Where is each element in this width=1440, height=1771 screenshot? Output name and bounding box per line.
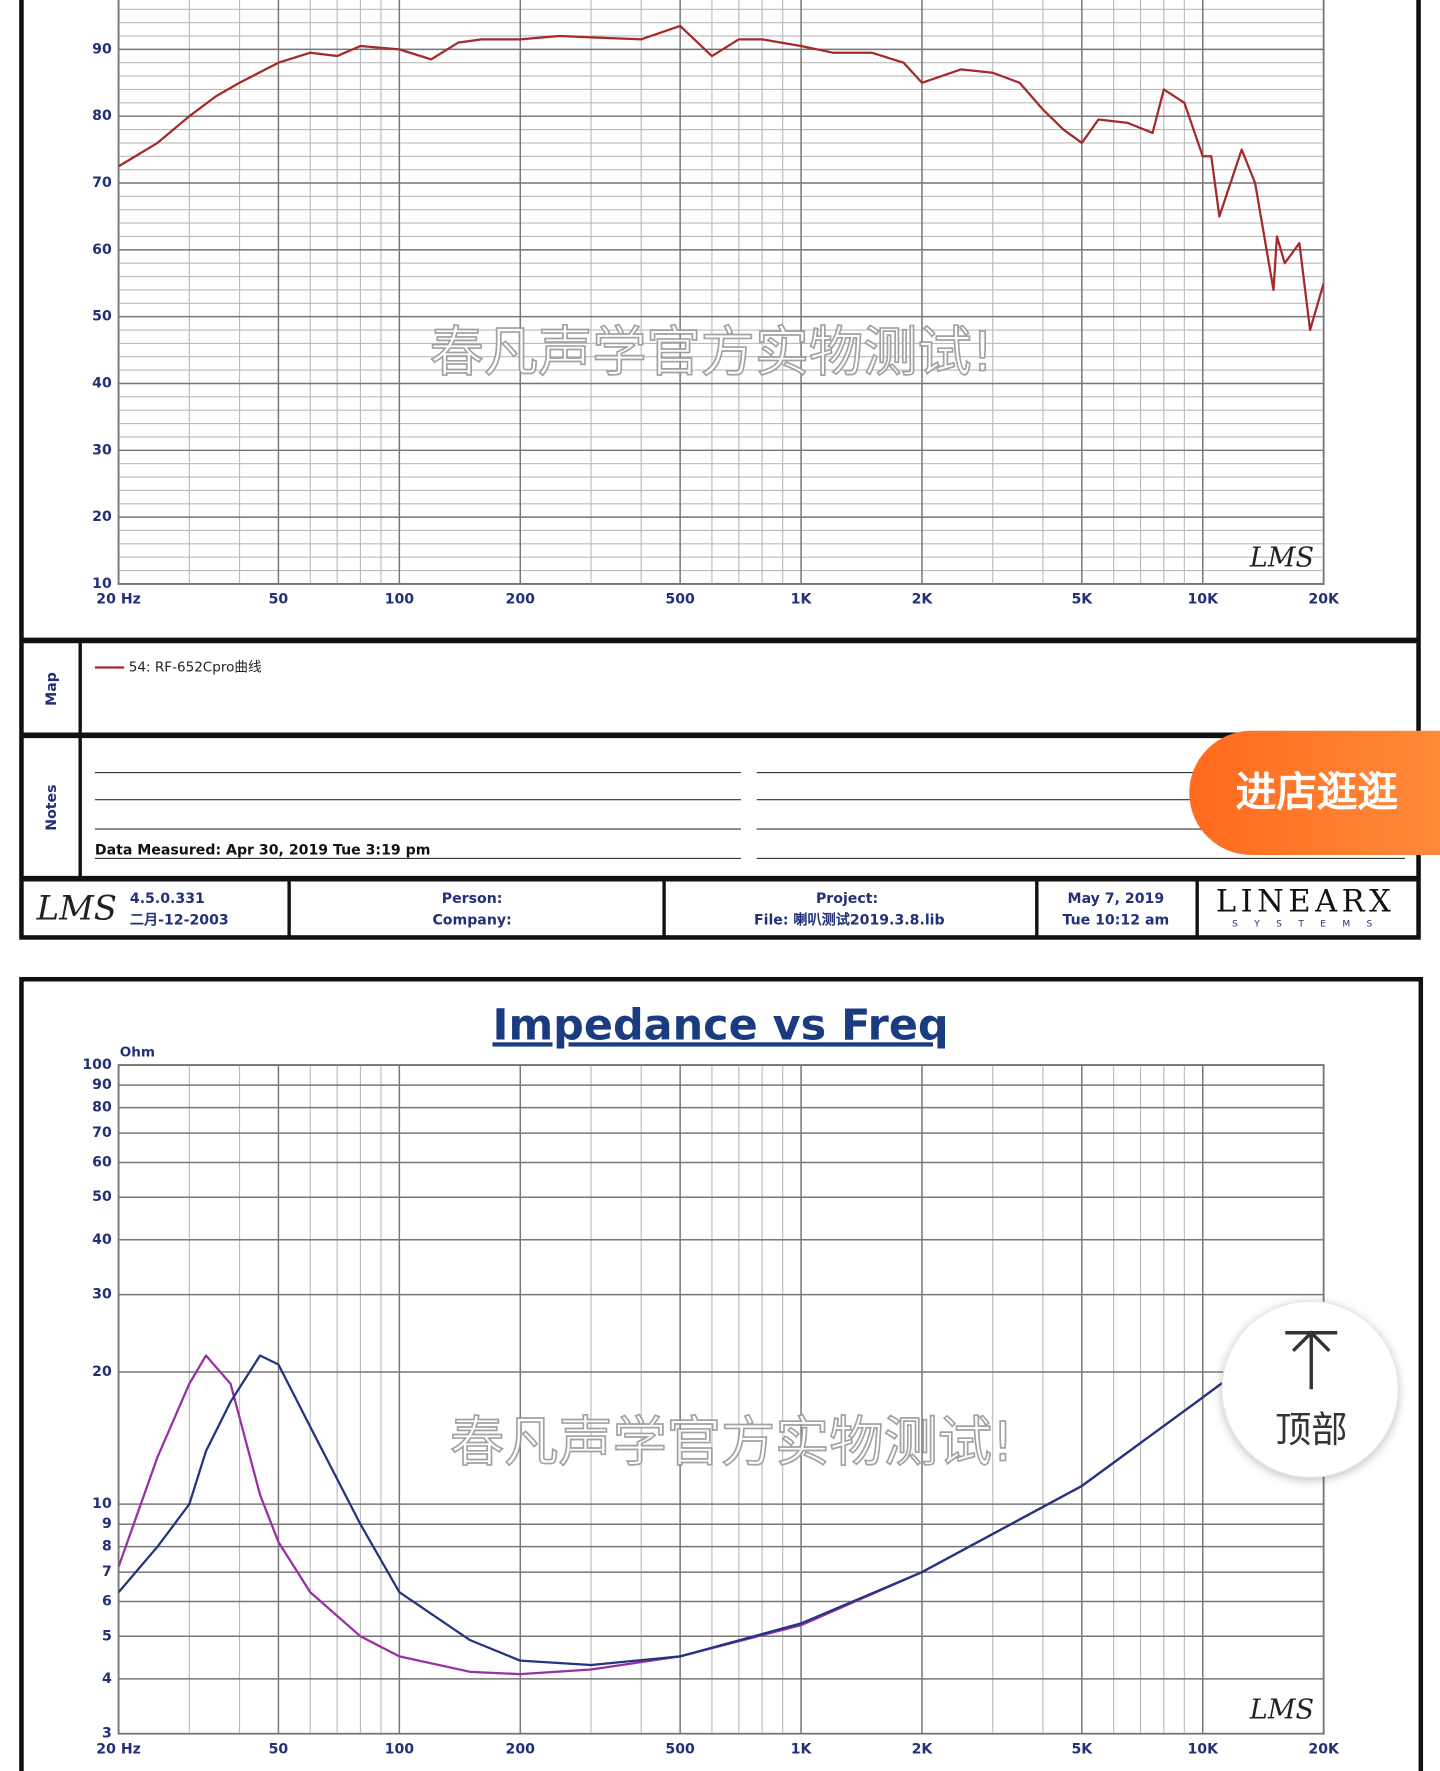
series-line — [118, 1306, 1324, 1667]
chart: 20 Hz 50 100 200 500 1K 2K 5K 10K 20K 10 20 30 40 50 60… — [92, 0, 1340, 608]
x-tick-label: 5K — [1071, 1742, 1093, 1758]
y-tick-label: 50 — [92, 1189, 112, 1205]
y-tick-label: 50 — [92, 309, 112, 325]
y-tick-label: 4 — [102, 1671, 112, 1687]
top-button-label[interactable]: 顶部 — [1275, 1408, 1347, 1451]
person: Person: — [442, 891, 503, 907]
x-tick-label: 200 — [506, 1742, 536, 1758]
y-tick-label: 80 — [92, 108, 112, 124]
y-tick-label: 5 — [102, 1628, 112, 1644]
x-tick-label: 20K — [1308, 1742, 1340, 1758]
y-tick-label: 9 — [102, 1516, 112, 1532]
chart: 20 Hz 50 100 200 500 1K 2K 5K 10K 20K 3 4 5 6 7 8 9 10 20 3… — [82, 1057, 1340, 1757]
x-tick-label: 20K — [1308, 592, 1340, 608]
time: Tue 10:12 am — [1063, 913, 1170, 929]
plot-area — [117, 1064, 1325, 1735]
x-tick-label: 10K — [1187, 1742, 1219, 1758]
y-tick-label: 70 — [92, 1125, 112, 1141]
x-tick-label: 500 — [665, 1742, 695, 1758]
x-tick-label: 100 — [385, 1742, 415, 1758]
y-tick-label: 100 — [82, 1057, 112, 1073]
lms-logo: LMS — [1249, 1695, 1314, 1726]
x-tick-label: 20 Hz — [96, 1742, 141, 1758]
x-tick-label: 100 — [385, 592, 415, 608]
brand-sub: S Y S T E M S — [1232, 919, 1379, 929]
y-tick-label: 30 — [92, 1287, 112, 1303]
y-tick-label: 60 — [92, 242, 112, 258]
shop-button-bg[interactable] — [1189, 730, 1440, 856]
y-tick-label: 80 — [92, 1100, 112, 1116]
y-tick-label: 20 — [92, 1364, 112, 1380]
map-label: Map — [44, 672, 60, 706]
series-line — [118, 24, 1324, 332]
top-arrow[interactable] — [1285, 1330, 1338, 1390]
measured-date: Data Measured: Apr 30, 2019 Tue 3:19 pm — [95, 842, 431, 858]
lms-logo: LMS — [1249, 543, 1314, 574]
watermark: 春凡声学官方实物测试! — [430, 320, 994, 383]
lms-logo: LMS — [36, 888, 117, 927]
y-tick-label: 30 — [92, 442, 112, 458]
shop-button-label[interactable]: 进店逛逛 — [1236, 768, 1399, 816]
watermark: 春凡声学官方实物测试! — [450, 1410, 1014, 1473]
footer-dividers — [287, 878, 1199, 938]
plot-area — [117, 0, 1325, 585]
legend-label: 54: RF-652Cpro曲线 — [129, 660, 262, 676]
company: Company: — [432, 913, 511, 929]
y-tick-label: 7 — [102, 1564, 112, 1580]
date: May 7, 2019 — [1068, 891, 1165, 907]
x-tick-label: 500 — [665, 592, 695, 608]
x-tick-label: 1K — [791, 1742, 813, 1758]
x-tick-label: 50 — [269, 592, 289, 608]
x-tick-label: 10K — [1187, 592, 1219, 608]
y-tick-label: 3 — [102, 1726, 112, 1742]
top-button[interactable]: 顶部 — [1221, 1300, 1399, 1478]
x-tick-label: 2K — [912, 592, 934, 608]
y-tick-label: 40 — [92, 375, 112, 391]
notes-label: Notes — [44, 784, 60, 830]
y-tick-label: 6 — [102, 1594, 112, 1610]
y-tick-label: 40 — [92, 1232, 112, 1248]
y-tick-label: 90 — [92, 1077, 112, 1093]
x-tick-label: 1K — [791, 592, 813, 608]
build-date: 二月-12-2003 — [130, 913, 229, 929]
y-axis-unit: Ohm — [120, 1045, 155, 1061]
x-tick-label: 200 — [506, 592, 536, 608]
project: Project: — [816, 891, 878, 907]
shop-button[interactable]: 进店逛逛 — [1189, 730, 1440, 856]
y-tick-label: 20 — [92, 509, 112, 525]
y-tick-label: 10 — [92, 576, 112, 592]
file: File: 喇叭测试2019.3.8.lib — [754, 912, 945, 929]
x-tick-label: 2K — [912, 1742, 934, 1758]
version: 4.5.0.331 — [130, 891, 205, 907]
x-tick-label: 5K — [1071, 592, 1093, 608]
y-tick-label: 60 — [92, 1154, 112, 1170]
y-tick-label: 10 — [92, 1496, 112, 1512]
chart-title: Impedance vs Freq — [492, 1000, 948, 1050]
y-tick-label: 70 — [92, 175, 112, 191]
x-tick-label: 20 Hz — [96, 592, 141, 608]
y-tick-label: 90 — [92, 41, 112, 57]
brand: LINEARX — [1216, 885, 1396, 920]
x-tick-label: 50 — [269, 1742, 289, 1758]
plots: 20 Hz 50 100 200 500 1K 2K 5K 10K 20K 10 20 30 40 50 60… — [82, 0, 1340, 1757]
y-tick-label: 8 — [102, 1539, 112, 1555]
